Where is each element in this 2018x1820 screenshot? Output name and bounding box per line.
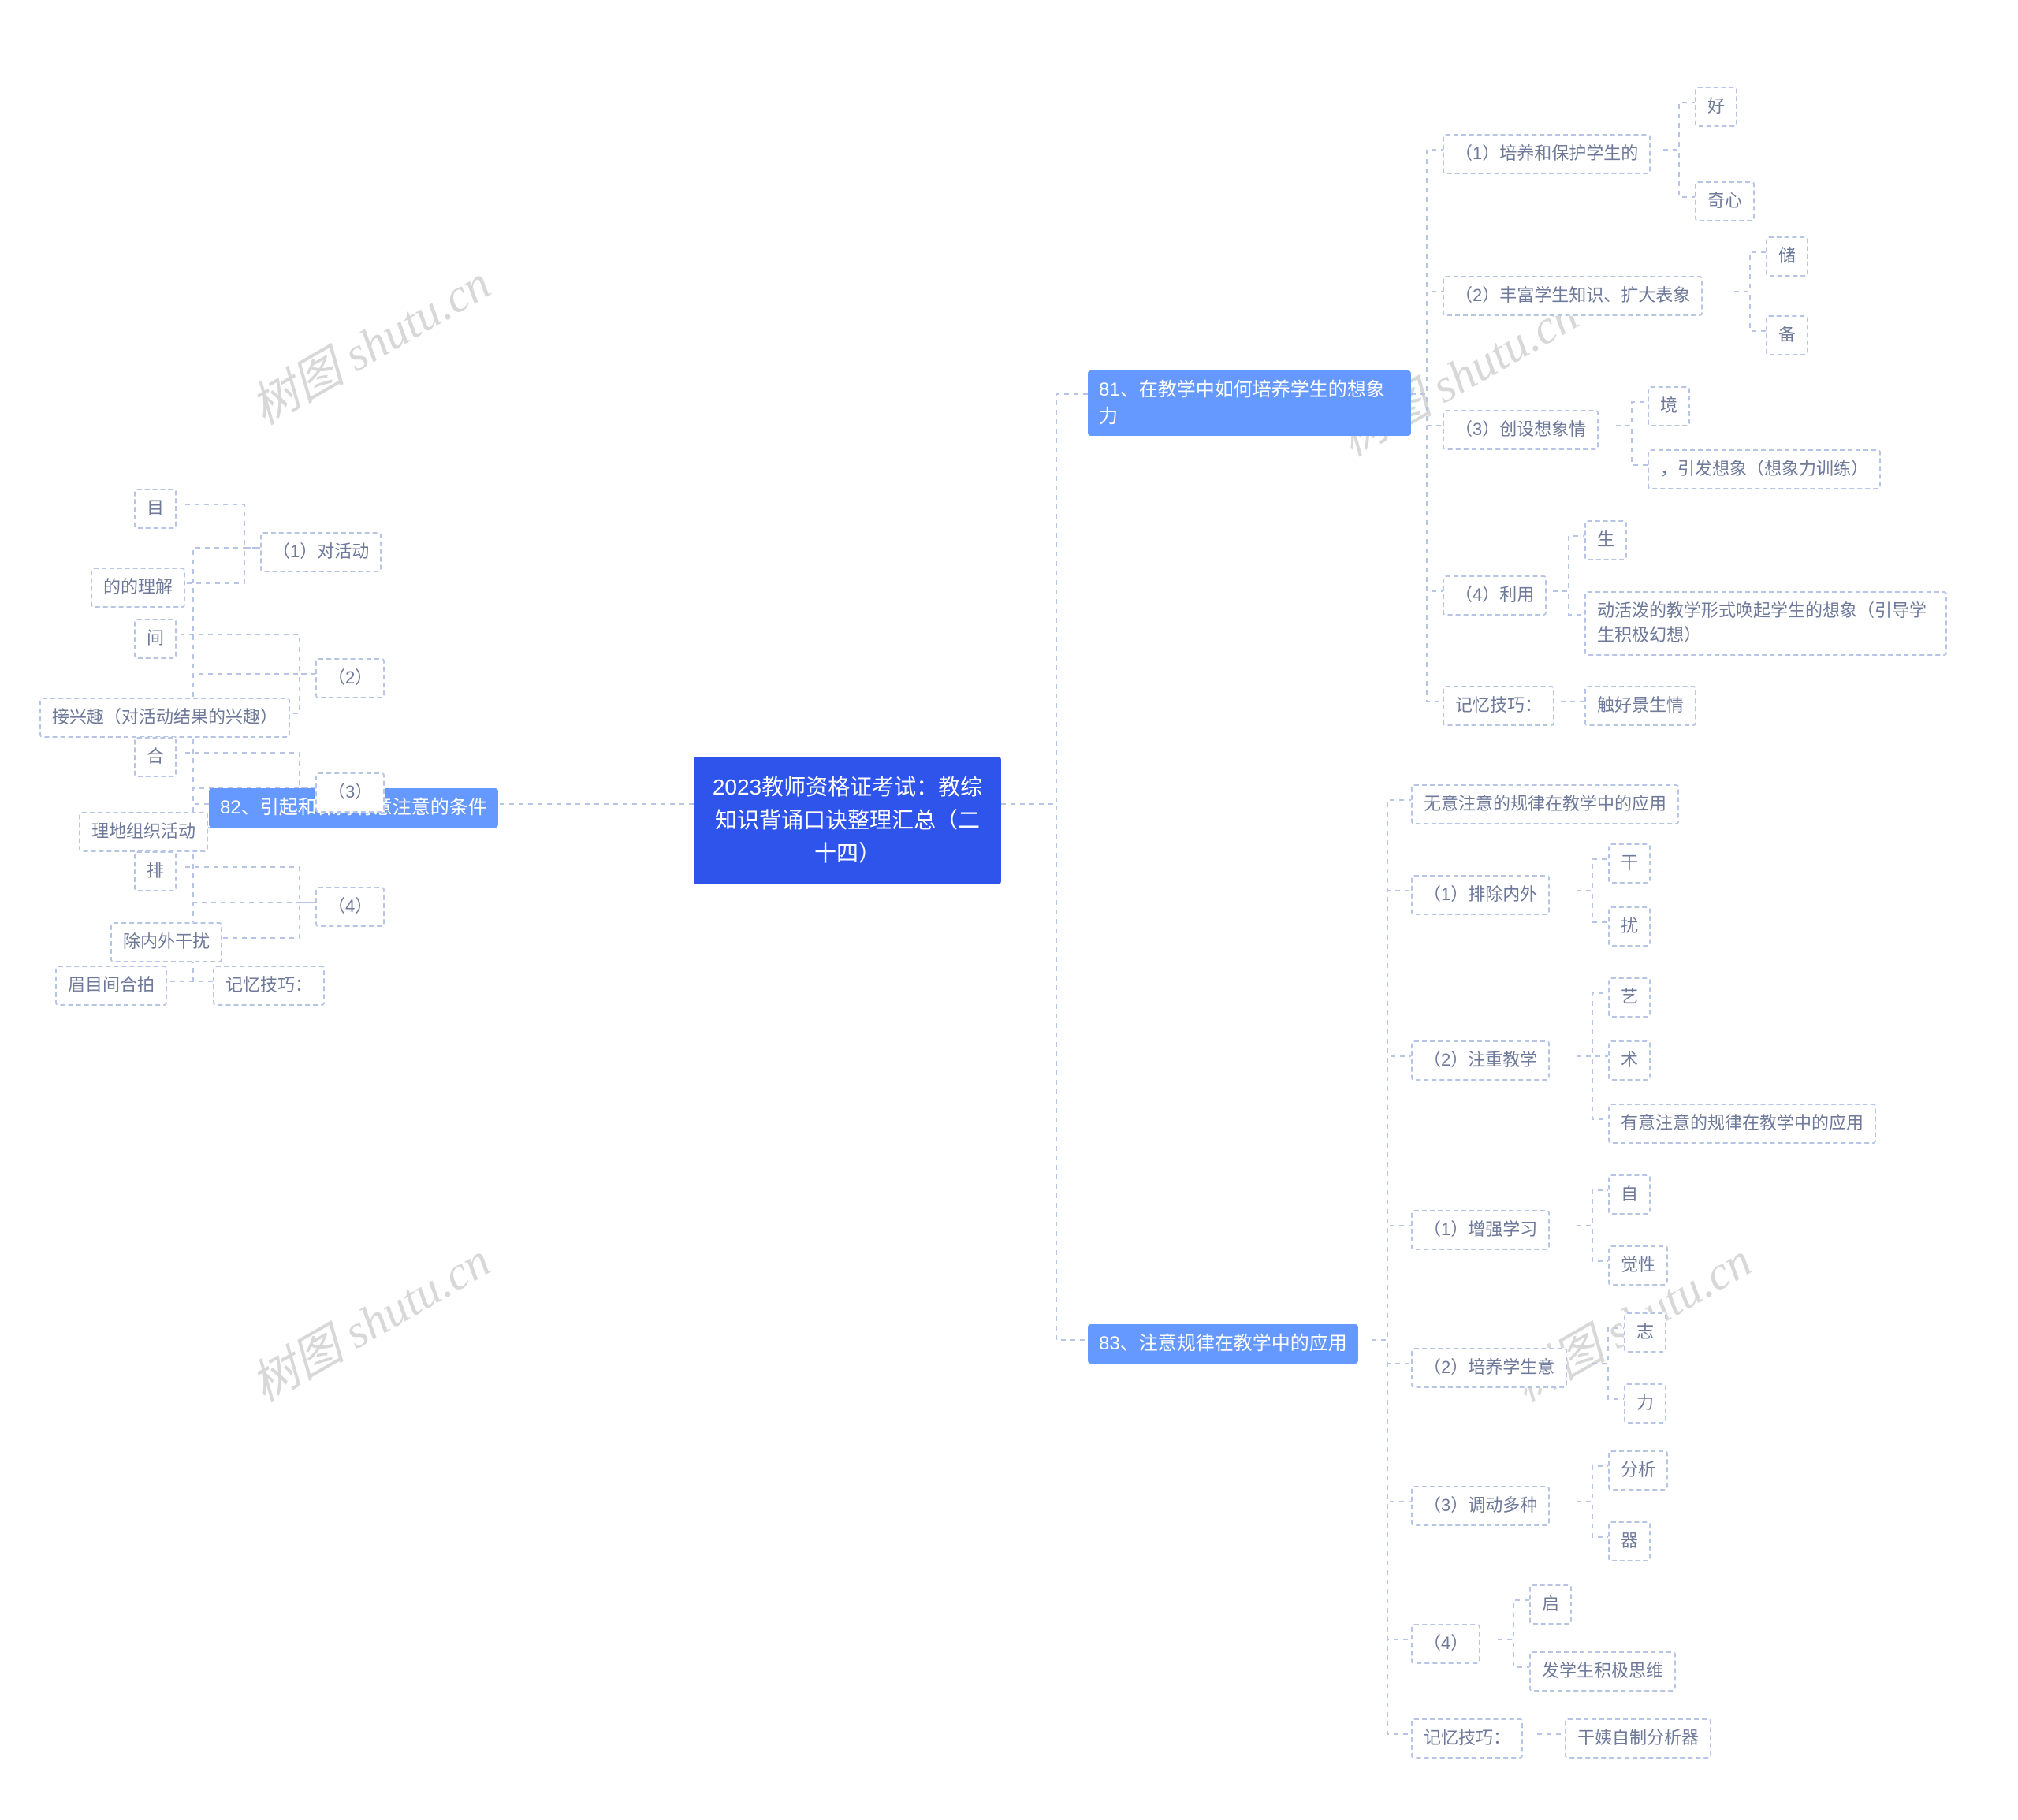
- node-83-p2c: 有意注意的规律在教学中的应用: [1608, 1104, 1876, 1144]
- node-81-4: （4）利用: [1443, 575, 1547, 616]
- node-81-3: （3）创设想象情: [1443, 410, 1599, 450]
- node-83-p5a: 分析: [1608, 1450, 1668, 1491]
- node-83-head1: 无意注意的规律在教学中的应用: [1411, 784, 1679, 824]
- branch-83: 83、注意规律在教学中的应用: [1088, 1324, 1358, 1364]
- node-81-mem: 记忆技巧：: [1443, 686, 1554, 726]
- node-83-p6b: 发学生积极思维: [1529, 1651, 1676, 1692]
- node-82-3a: 合: [134, 737, 177, 777]
- node-81-1b: 奇心: [1695, 181, 1755, 221]
- node-82-2b: 接兴趣（对活动结果的兴趣）: [39, 698, 290, 738]
- node-82-4b: 除内外干扰: [110, 922, 222, 962]
- node-81-2: （2）丰富学生知识、扩大表象: [1443, 276, 1703, 316]
- node-83-p4b: 力: [1624, 1383, 1666, 1424]
- node-83-p5b: 器: [1608, 1521, 1651, 1561]
- node-82-1b: 的的理解: [91, 568, 185, 608]
- node-83-p5: （3）调动多种: [1411, 1486, 1550, 1526]
- branch-81: 81、在教学中如何培养学生的想象力: [1088, 370, 1411, 436]
- node-82-1a: 目: [134, 489, 177, 529]
- node-82-2: （2）: [315, 658, 385, 698]
- node-83-p3: （1）增强学习: [1411, 1210, 1550, 1250]
- node-82-3b: 理地组织活动: [79, 812, 208, 852]
- node-83-p1a: 干: [1608, 843, 1651, 884]
- node-81-4a: 生: [1584, 520, 1627, 560]
- node-83-p6: （4）: [1411, 1624, 1480, 1664]
- node-83-p6a: 启: [1529, 1584, 1572, 1625]
- mindmap-canvas: 树图 shutu.cn 树图 shutu.cn 树图 shutu.cn 树图 s…: [0, 0, 2018, 1820]
- root-node: 2023教师资格证考试：教综知识背诵口诀整理汇总（二十四）: [694, 757, 1001, 884]
- node-83-p4a: 志: [1624, 1312, 1666, 1353]
- watermark: 树图 shutu.cn: [236, 246, 501, 438]
- node-82-1: （1）对活动: [260, 532, 382, 572]
- node-83-p2a: 艺: [1608, 977, 1651, 1018]
- node-83-mem-val: 干姨自制分析器: [1565, 1718, 1711, 1759]
- node-81-3b: ，引发想象（想象力训练）: [1648, 449, 1881, 489]
- node-81-mem-val: 触好景生情: [1584, 686, 1696, 726]
- node-83-p1b: 扰: [1608, 906, 1651, 947]
- node-81-2a: 储: [1766, 236, 1808, 277]
- node-81-2b: 备: [1766, 315, 1808, 355]
- node-83-p2: （2）注重教学: [1411, 1040, 1550, 1081]
- connector-layer: [0, 0, 2018, 1820]
- node-81-3a: 境: [1648, 386, 1690, 426]
- node-83-mem: 记忆技巧：: [1411, 1718, 1523, 1759]
- node-82-mem: 记忆技巧：: [213, 966, 325, 1006]
- node-83-p3a: 自: [1608, 1174, 1651, 1215]
- node-82-3: （3）: [315, 772, 385, 813]
- watermark: 树图 shutu.cn: [236, 1223, 501, 1416]
- node-83-p1: （1）排除内外: [1411, 875, 1550, 915]
- node-82-mem-val: 眉目间合拍: [55, 966, 167, 1006]
- node-82-4: （4）: [315, 887, 385, 927]
- node-81-1: （1）培养和保护学生的: [1443, 134, 1651, 174]
- node-82-4a: 排: [134, 851, 177, 891]
- node-81-4b: 动活泼的教学形式唤起学生的想象（引导学生积极幻想）: [1584, 591, 1947, 656]
- node-83-p2b: 术: [1608, 1040, 1651, 1081]
- node-82-2a: 间: [134, 619, 177, 659]
- node-83-p3b: 觉性: [1608, 1245, 1668, 1286]
- node-83-p4: （2）培养学生意: [1411, 1348, 1567, 1388]
- node-81-1a: 好: [1695, 87, 1737, 127]
